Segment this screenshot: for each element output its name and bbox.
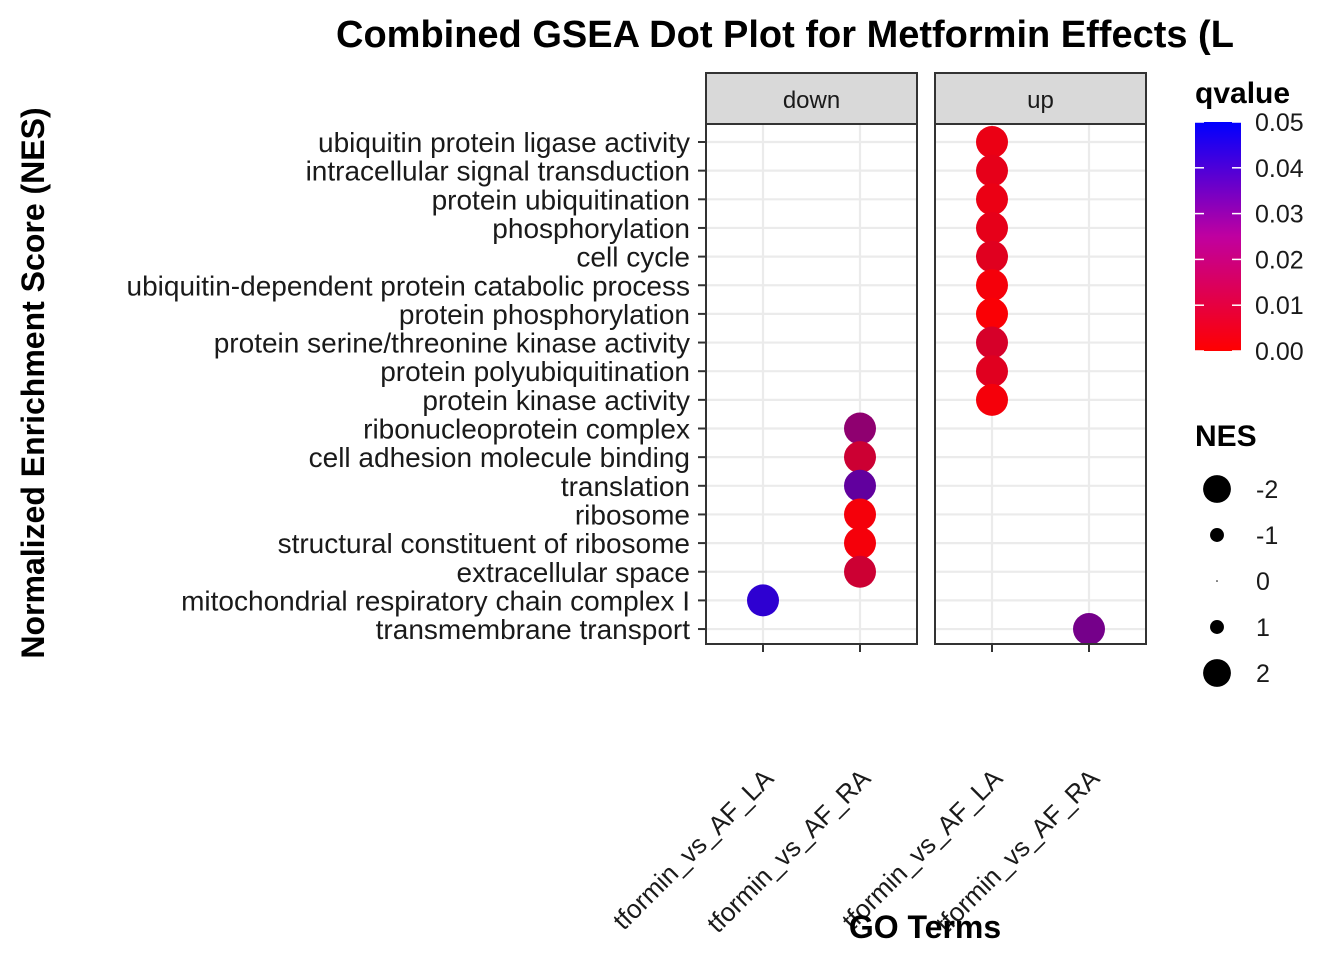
strip-label-down: down (783, 87, 840, 114)
dot-down-11 (844, 441, 876, 474)
y-tick-label: extracellular space (457, 557, 690, 588)
legend-nes-label: -1 (1256, 522, 1278, 550)
strip-up (934, 72, 1147, 125)
y-tick-label: translation (561, 471, 690, 502)
legend-qvalue-label: 0.04 (1255, 155, 1304, 183)
y-tick-label: ribosome (575, 499, 690, 530)
legend-nes-title: NES (1195, 420, 1257, 453)
legend-qvalue-colorbar (1195, 122, 1241, 351)
legend-nes-label: 2 (1256, 660, 1270, 688)
y-tick-label: protein serine/threonine kinase activity (214, 328, 690, 359)
chart-title: Combined GSEA Dot Plot for Metformin Eff… (336, 14, 1234, 56)
dot-up-4 (976, 240, 1008, 273)
y-tick-label: protein polyubiquitination (380, 356, 690, 387)
dot-up-7 (976, 326, 1008, 359)
legend-nes-key (1210, 528, 1224, 542)
panel-down: down (705, 72, 918, 645)
y-tick-label: ribonucleoprotein complex (363, 414, 690, 445)
y-tick-label: cell cycle (576, 242, 690, 273)
dot-up-3 (976, 211, 1008, 244)
x-tick-label: tformin_vs_AF_LA (607, 763, 780, 936)
legend-nes-key (1216, 580, 1218, 582)
legend-qvalue-label: 0.03 (1255, 201, 1304, 229)
legend-nes-key (1203, 659, 1231, 687)
dot-up-1 (976, 154, 1008, 187)
dot-down-14 (844, 527, 876, 560)
y-tick-label: phosphorylation (492, 213, 690, 244)
strip-label-up: up (1027, 87, 1054, 114)
dot-down-12 (844, 469, 876, 502)
y-tick-label: cell adhesion molecule binding (309, 442, 690, 473)
y-tick-label: mitochondrial respiratory chain complex … (181, 585, 690, 616)
y-tick-label: protein phosphorylation (399, 299, 690, 330)
legend-qvalue-label: 0.05 (1255, 109, 1304, 137)
y-axis-title: Normalized Enrichment Score (NES) (15, 107, 51, 658)
dot-up-9 (976, 383, 1008, 416)
dot-down-10 (844, 412, 876, 445)
dot-up-6 (976, 297, 1008, 330)
legend-nes-label: 0 (1256, 568, 1270, 596)
panel-background (935, 124, 1146, 644)
y-tick-label: structural constituent of ribosome (278, 528, 690, 559)
legend-nes-key (1210, 620, 1224, 634)
legend-qvalue-title: qvalue (1195, 77, 1290, 110)
dot-down-13 (844, 498, 876, 531)
dot-down-15 (844, 555, 876, 588)
y-tick-label: transmembrane transport (376, 614, 691, 645)
strip-down (705, 72, 918, 125)
panel-border (705, 123, 918, 645)
dot-down-16 (747, 584, 779, 617)
dot-up-17 (1073, 613, 1105, 646)
dot-up-8 (976, 355, 1008, 388)
legend-nes-label: -2 (1256, 476, 1278, 504)
panel-border (934, 123, 1147, 645)
y-tick-label: ubiquitin-dependent protein catabolic pr… (127, 270, 691, 301)
legend-nes-key (1203, 475, 1231, 503)
legend-nes-label: 1 (1256, 614, 1270, 642)
legend-qvalue-label: 0.02 (1255, 246, 1304, 274)
legend-qvalue-label: 0.01 (1255, 292, 1304, 320)
y-tick-label: protein kinase activity (422, 385, 690, 416)
dot-up-5 (976, 269, 1008, 302)
panel-background (706, 124, 917, 644)
x-axis-title: GO Terms (849, 909, 1001, 945)
dot-up-2 (976, 183, 1008, 216)
y-tick-label: intracellular signal transduction (306, 156, 690, 187)
y-tick-label: ubiquitin protein ligase activity (318, 127, 690, 158)
legend-qvalue-label: 0.00 (1255, 338, 1304, 366)
dot-up-0 (976, 126, 1008, 158)
y-tick-label: protein ubiquitination (432, 184, 690, 215)
panel-up: up (934, 72, 1147, 646)
